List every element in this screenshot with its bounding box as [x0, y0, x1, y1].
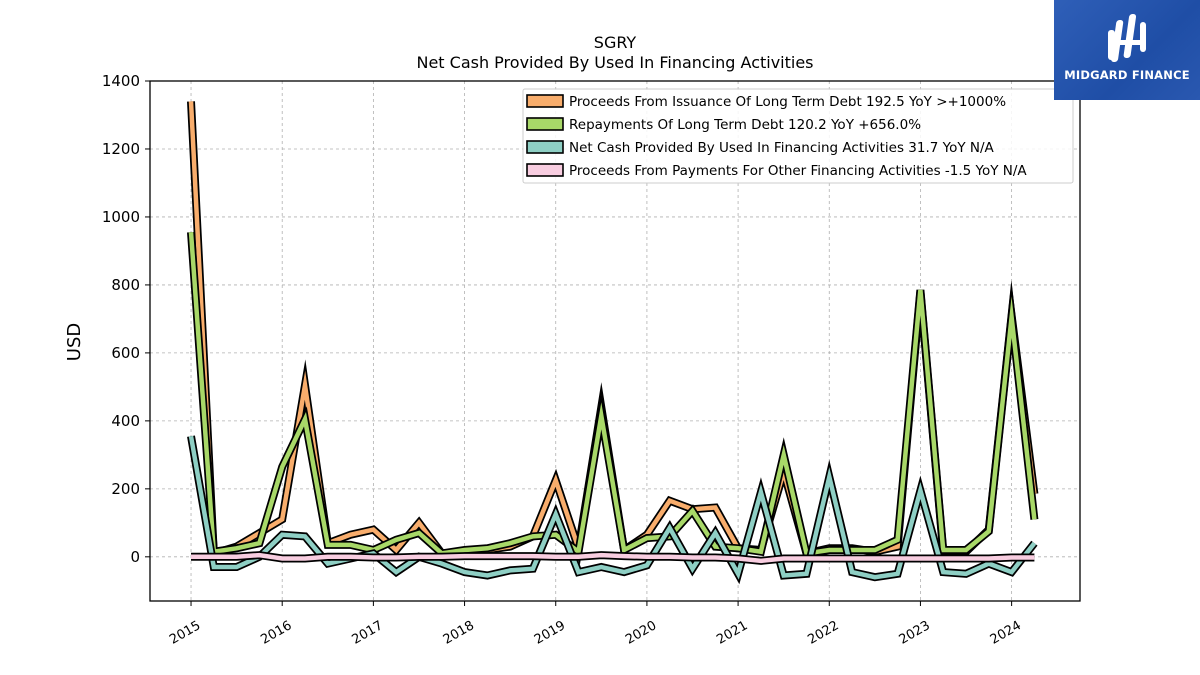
- brand-logo: MIDGARD FINANCE: [1054, 0, 1200, 100]
- legend-swatch-0: [526, 94, 564, 108]
- legend-box: [522, 88, 1074, 184]
- x-tick-label: 2017: [350, 618, 386, 648]
- series-layer: [187, 101, 1039, 585]
- x-tick-label: 2015: [167, 618, 203, 648]
- x-tick-label: 2018: [441, 618, 477, 648]
- series-line-3: [191, 552, 1035, 564]
- chart-title: SGRY: [594, 33, 637, 52]
- legend: Proceeds From Issuance Of Long Term Debt…: [522, 88, 1074, 184]
- series-outline-1: [187, 231, 1039, 559]
- midgard-logo-icon: [1108, 14, 1146, 62]
- legend-label-1: Repayments Of Long Term Debt 120.2 YoY +…: [569, 117, 921, 133]
- legend-swatch-3: [526, 163, 564, 177]
- y-tick-label: 600: [111, 344, 140, 362]
- legend-label-3: Proceeds From Payments For Other Financi…: [569, 163, 1027, 179]
- y-tick-label: 1200: [102, 140, 140, 158]
- y-tick-label: 1400: [102, 72, 140, 90]
- chart-subtitle: Net Cash Provided By Used In Financing A…: [416, 53, 813, 72]
- x-tick-label: 2022: [805, 618, 841, 648]
- legend-label-2: Net Cash Provided By Used In Financing A…: [569, 140, 995, 156]
- brand-name: MIDGARD FINANCE: [1064, 68, 1190, 82]
- x-tick-label: 2021: [714, 618, 750, 648]
- x-tick-label: 2020: [623, 618, 659, 648]
- plot-frame: [149, 80, 1081, 602]
- legend-label-0: Proceeds From Issuance Of Long Term Debt…: [569, 94, 1006, 110]
- y-tick-label: 800: [111, 276, 140, 294]
- x-tick-label: 2016: [258, 618, 294, 648]
- legend-swatch-2: [526, 140, 564, 154]
- y-tick-label: 1000: [102, 208, 140, 226]
- y-tick-label: 200: [111, 480, 140, 498]
- y-tick-label: 0: [130, 548, 140, 566]
- x-tick-label: 2023: [897, 618, 933, 648]
- series-line-1: [188, 232, 1037, 556]
- x-tick-label: 2024: [988, 618, 1024, 648]
- series-line-2: [188, 435, 1037, 580]
- y-tick-label: 400: [111, 412, 140, 430]
- legend-swatch-1: [526, 117, 564, 131]
- x-tick-label: 2019: [532, 618, 568, 648]
- y-axis-label: USD: [64, 323, 85, 361]
